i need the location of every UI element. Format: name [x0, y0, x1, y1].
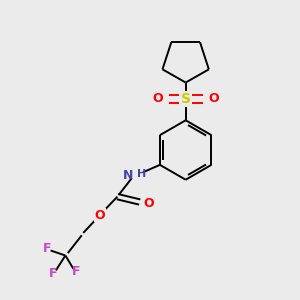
Text: O: O: [208, 92, 219, 105]
Text: O: O: [95, 208, 106, 222]
Text: N: N: [123, 169, 133, 182]
Text: F: F: [72, 266, 80, 278]
Text: F: F: [43, 242, 51, 255]
Text: S: S: [181, 92, 191, 106]
Text: H: H: [137, 169, 146, 179]
Text: F: F: [49, 267, 57, 280]
Text: O: O: [143, 197, 154, 210]
Text: O: O: [152, 92, 163, 105]
